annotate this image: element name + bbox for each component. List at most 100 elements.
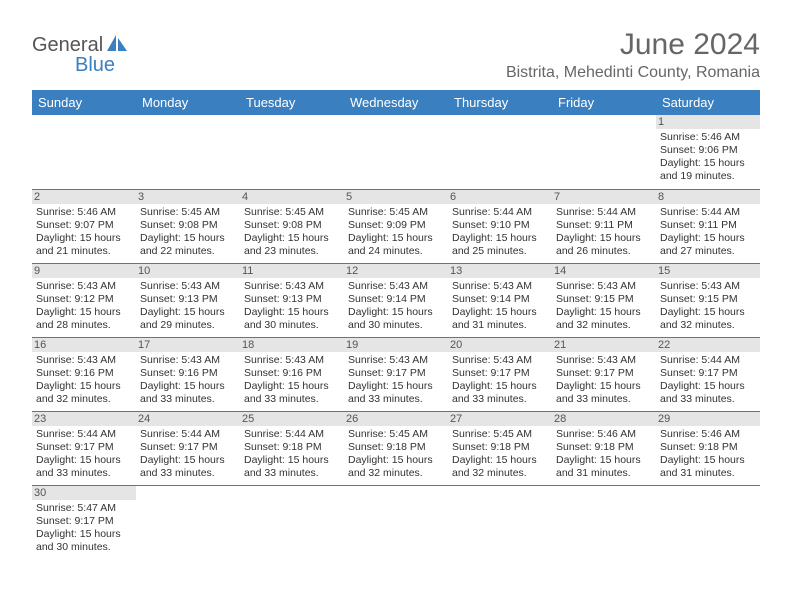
day-info: Sunrise: 5:45 AMSunset: 9:08 PMDaylight:… [244, 206, 340, 259]
sunset-text: Sunset: 9:16 PM [140, 367, 236, 380]
day-number: 15 [656, 264, 760, 278]
sunrise-text: Sunrise: 5:43 AM [452, 280, 548, 293]
daylight-text: Daylight: 15 hours and 32 minutes. [348, 454, 444, 480]
col-saturday: Saturday [656, 90, 760, 115]
title-block: June 2024 Bistrita, Mehedinti County, Ro… [506, 28, 760, 82]
day-info: Sunrise: 5:46 AMSunset: 9:06 PMDaylight:… [660, 131, 756, 184]
sunset-text: Sunset: 9:11 PM [660, 219, 756, 232]
daylight-text: Daylight: 15 hours and 33 minutes. [244, 454, 340, 480]
day-info: Sunrise: 5:46 AMSunset: 9:07 PMDaylight:… [36, 206, 132, 259]
calendar-cell: 12Sunrise: 5:43 AMSunset: 9:14 PMDayligh… [344, 263, 448, 337]
day-info: Sunrise: 5:44 AMSunset: 9:11 PMDaylight:… [556, 206, 652, 259]
day-number: 24 [136, 412, 240, 426]
calendar-cell [448, 115, 552, 189]
day-number: 29 [656, 412, 760, 426]
sunset-text: Sunset: 9:18 PM [660, 441, 756, 454]
calendar-cell: 10Sunrise: 5:43 AMSunset: 9:13 PMDayligh… [136, 263, 240, 337]
daylight-text: Daylight: 15 hours and 33 minutes. [36, 454, 132, 480]
calendar-cell: 6Sunrise: 5:44 AMSunset: 9:10 PMDaylight… [448, 189, 552, 263]
day-number: 8 [656, 190, 760, 204]
sunset-text: Sunset: 9:17 PM [36, 515, 132, 528]
day-info: Sunrise: 5:45 AMSunset: 9:08 PMDaylight:… [140, 206, 236, 259]
day-info: Sunrise: 5:46 AMSunset: 9:18 PMDaylight:… [556, 428, 652, 481]
sunrise-text: Sunrise: 5:44 AM [556, 206, 652, 219]
day-info: Sunrise: 5:43 AMSunset: 9:15 PMDaylight:… [660, 280, 756, 333]
sunrise-text: Sunrise: 5:44 AM [660, 354, 756, 367]
calendar-cell [136, 485, 240, 559]
daylight-text: Daylight: 15 hours and 33 minutes. [140, 380, 236, 406]
day-number: 28 [552, 412, 656, 426]
sunset-text: Sunset: 9:08 PM [140, 219, 236, 232]
calendar-cell: 4Sunrise: 5:45 AMSunset: 9:08 PMDaylight… [240, 189, 344, 263]
calendar-cell [32, 115, 136, 189]
calendar-cell: 19Sunrise: 5:43 AMSunset: 9:17 PMDayligh… [344, 337, 448, 411]
daylight-text: Daylight: 15 hours and 31 minutes. [452, 306, 548, 332]
calendar-cell: 1Sunrise: 5:46 AMSunset: 9:06 PMDaylight… [656, 115, 760, 189]
daylight-text: Daylight: 15 hours and 21 minutes. [36, 232, 132, 258]
day-info: Sunrise: 5:43 AMSunset: 9:16 PMDaylight:… [140, 354, 236, 407]
sunset-text: Sunset: 9:18 PM [556, 441, 652, 454]
calendar-cell: 27 Sunrise: 5:45 AMSunset: 9:18 PMDayligh… [448, 411, 552, 485]
daylight-text: Daylight: 15 hours and 33 minutes. [660, 380, 756, 406]
day-number: 22 [656, 338, 760, 352]
day-info: Sunrise: 5:43 AMSunset: 9:17 PMDaylight:… [452, 354, 548, 407]
calendar-cell [344, 485, 448, 559]
calendar-cell [448, 485, 552, 559]
day-info: Sunrise: 5:43 AMSunset: 9:16 PMDaylight:… [36, 354, 132, 407]
calendar-cell: 25Sunrise: 5:44 AMSunset: 9:18 PMDayligh… [240, 411, 344, 485]
day-info: Sunrise: 5:46 AMSunset: 9:18 PMDaylight:… [660, 428, 756, 481]
location: Bistrita, Mehedinti County, Romania [506, 64, 760, 82]
sunrise-text: Sunrise: 5:45 AM [348, 206, 444, 219]
sunrise-text: Sunrise: 5:44 AM [452, 206, 548, 219]
day-number: 3 [136, 190, 240, 204]
calendar-cell: 5Sunrise: 5:45 AMSunset: 9:09 PMDaylight… [344, 189, 448, 263]
day-info: Sunrise: 5:44 AMSunset: 9:17 PMDaylight:… [140, 428, 236, 481]
day-info: Sunrise: 5:47 AMSunset: 9:17 PMDaylight:… [36, 502, 132, 555]
day-number: 11 [240, 264, 344, 278]
day-info: Sunrise: 5:43 AMSunset: 9:15 PMDaylight:… [556, 280, 652, 333]
sunrise-text: Sunrise: 5:43 AM [556, 354, 652, 367]
daylight-text: Daylight: 15 hours and 32 minutes. [556, 306, 652, 332]
sunrise-text: Sunrise: 5:47 AM [36, 502, 132, 515]
calendar-cell: 29 Sunrise: 5:46 AMSunset: 9:18 PMDayligh… [656, 411, 760, 485]
sunset-text: Sunset: 9:15 PM [660, 293, 756, 306]
day-number: 20 [448, 338, 552, 352]
calendar-row: 23Sunrise: 5:44 AMSunset: 9:17 PMDayligh… [32, 411, 760, 485]
day-number: 18 [240, 338, 344, 352]
col-tuesday: Tuesday [240, 90, 344, 115]
sunset-text: Sunset: 9:12 PM [36, 293, 132, 306]
day-number: 13 [448, 264, 552, 278]
day-number: 27 [448, 412, 552, 426]
day-number: 12 [344, 264, 448, 278]
sunrise-text: Sunrise: 5:46 AM [660, 131, 756, 144]
calendar-cell: 18 Sunrise: 5:43 AMSunset: 9:16 PMDayligh… [240, 337, 344, 411]
sunset-text: Sunset: 9:18 PM [348, 441, 444, 454]
day-info: Sunrise: 5:45 AMSunset: 9:18 PMDaylight:… [452, 428, 548, 481]
sunset-text: Sunset: 9:17 PM [556, 367, 652, 380]
daylight-text: Daylight: 15 hours and 33 minutes. [244, 380, 340, 406]
day-info: Sunrise: 5:43 AMSunset: 9:14 PMDaylight:… [452, 280, 548, 333]
calendar-cell: 21Sunrise: 5:43 AMSunset: 9:17 PMDayligh… [552, 337, 656, 411]
sunset-text: Sunset: 9:15 PM [556, 293, 652, 306]
day-info: Sunrise: 5:43 AMSunset: 9:13 PMDaylight:… [244, 280, 340, 333]
daylight-text: Daylight: 15 hours and 27 minutes. [660, 232, 756, 258]
calendar-cell: 26Sunrise: 5:45 AMSunset: 9:18 PMDayligh… [344, 411, 448, 485]
sunset-text: Sunset: 9:10 PM [452, 219, 548, 232]
day-number: 14 [552, 264, 656, 278]
sunrise-text: Sunrise: 5:44 AM [36, 428, 132, 441]
sunrise-text: Sunrise: 5:43 AM [452, 354, 548, 367]
sunrise-text: Sunrise: 5:45 AM [244, 206, 340, 219]
day-number: 2 [32, 190, 136, 204]
daylight-text: Daylight: 15 hours and 33 minutes. [348, 380, 444, 406]
day-info: Sunrise: 5:44 AMSunset: 9:17 PMDaylight:… [660, 354, 756, 407]
sunrise-text: Sunrise: 5:43 AM [244, 354, 340, 367]
sunset-text: Sunset: 9:08 PM [244, 219, 340, 232]
day-number: 6 [448, 190, 552, 204]
day-number: 9 [32, 264, 136, 278]
calendar-cell: 17 Sunrise: 5:43 AMSunset: 9:16 PMDayligh… [136, 337, 240, 411]
sunset-text: Sunset: 9:16 PM [244, 367, 340, 380]
daylight-text: Daylight: 15 hours and 33 minutes. [452, 380, 548, 406]
calendar-cell: 7Sunrise: 5:44 AMSunset: 9:11 PMDaylight… [552, 189, 656, 263]
calendar-cell: 13 Sunrise: 5:43 AMSunset: 9:14 PMDayligh… [448, 263, 552, 337]
day-number: 17 [136, 338, 240, 352]
